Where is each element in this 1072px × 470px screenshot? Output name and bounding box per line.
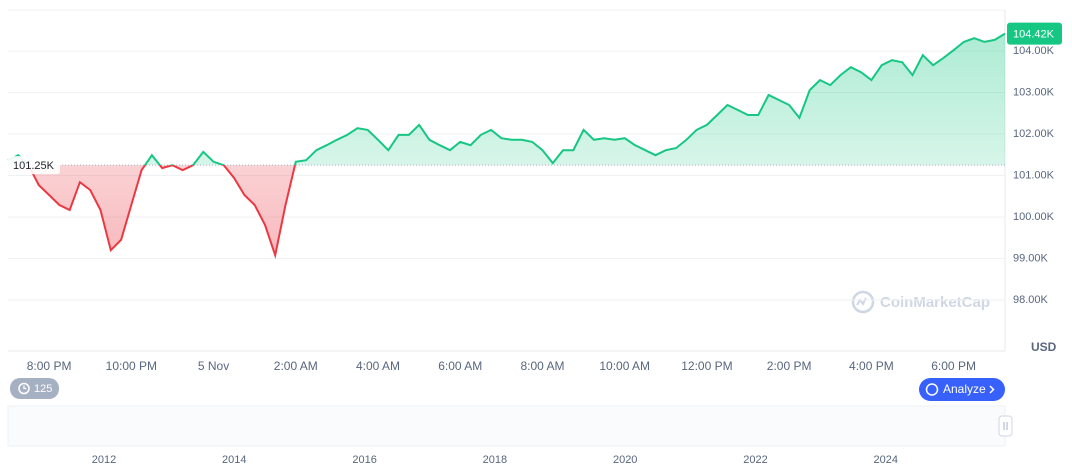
y-tick-label: 104.00K: [1013, 45, 1055, 57]
navigator-year: 2014: [222, 454, 246, 466]
price-line-up: [7, 32, 1006, 166]
analyze-text: Analyze: [943, 382, 986, 396]
y-tick-label: 98.00K: [1013, 294, 1049, 306]
x-tick-label: 10:00 AM: [599, 359, 650, 373]
watermark: CoinMarketCap: [851, 290, 990, 314]
history-badge-text: 125: [34, 383, 52, 395]
y-unit: USD: [1031, 340, 1057, 354]
x-tick-label: 10:00 PM: [106, 359, 157, 373]
x-tick-label: 12:00 PM: [681, 359, 732, 373]
navigator-year: 2024: [874, 454, 898, 466]
x-tick-label: 8:00 AM: [520, 359, 564, 373]
y-tick-label: 99.00K: [1013, 252, 1049, 264]
y-tick-label: 103.00K: [1013, 86, 1055, 98]
x-tick-label: 6:00 PM: [931, 359, 976, 373]
navigator-year: 2020: [613, 454, 637, 466]
watermark-text: CoinMarketCap: [880, 294, 990, 311]
price-line-down: [27, 165, 297, 260]
area-up: [8, 33, 1005, 166]
navigator-year: 2016: [352, 454, 376, 466]
navigator-year: 2022: [743, 454, 767, 466]
baseline-label-bg: [8, 156, 60, 175]
history-badge[interactable]: 125: [10, 378, 59, 399]
navigator-year: 2018: [483, 454, 507, 466]
x-tick-label: 2:00 PM: [767, 359, 812, 373]
area-down: [8, 165, 1005, 256]
baseline-label: 101.25K: [13, 160, 55, 172]
x-tick-label: 8:00 PM: [27, 359, 72, 373]
navigator-year: 2012: [92, 454, 116, 466]
x-tick-label: 2:00 AM: [274, 359, 318, 373]
y-tick-label: 101.00K: [1013, 169, 1055, 181]
y-tick-label: 102.00K: [1013, 128, 1055, 140]
last-price-label: 104.42K: [1013, 29, 1055, 41]
x-tick-label: 4:00 PM: [849, 359, 894, 373]
x-tick-label: 5 Nov: [198, 359, 229, 373]
x-tick-label: 4:00 AM: [356, 359, 400, 373]
x-tick-label: 6:00 AM: [438, 359, 482, 373]
analyze-button[interactable]: Analyze: [919, 378, 1005, 401]
last-price-badge: [1007, 22, 1062, 45]
y-tick-label: 100.00K: [1013, 211, 1055, 223]
navigator[interactable]: [7, 405, 1013, 447]
